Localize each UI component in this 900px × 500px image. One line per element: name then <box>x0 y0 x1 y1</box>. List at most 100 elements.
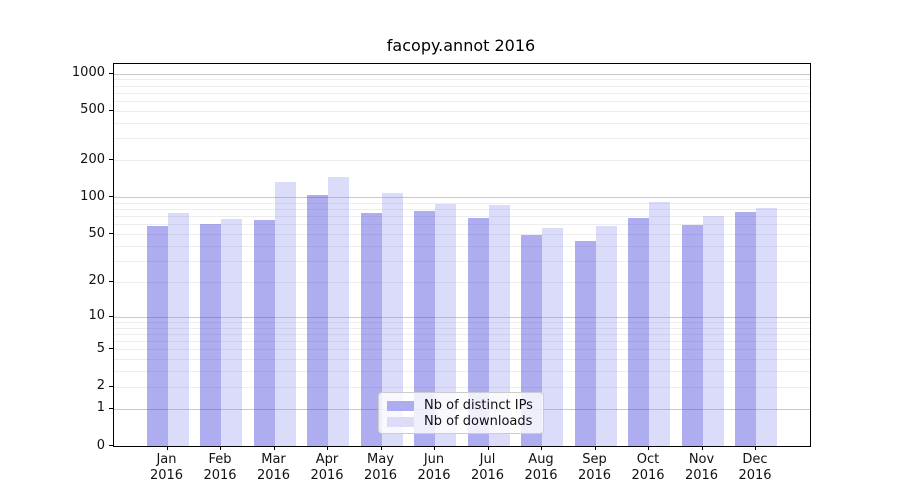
y-axis-tick <box>109 196 113 198</box>
legend-item: Nb of distinct IPs <box>387 398 535 413</box>
bar-distinct-ips <box>628 217 649 446</box>
x-axis-tick <box>648 446 649 450</box>
y-axis-tick <box>109 159 113 161</box>
minor-gridline <box>114 371 810 373</box>
month-label: Apr <box>315 452 339 467</box>
bar-distinct-ips <box>467 217 489 446</box>
year-label: 2016 <box>256 468 291 483</box>
y-axis-tick-label: 0 <box>96 437 105 453</box>
x-axis-tick <box>327 446 328 450</box>
minor-gridline <box>114 224 810 226</box>
minor-gridline <box>114 281 810 283</box>
minor-gridline <box>114 321 810 323</box>
major-gridline <box>114 197 810 199</box>
bar-distinct-ips <box>414 211 435 446</box>
minor-gridline <box>114 138 810 140</box>
x-axis-tick <box>701 446 703 450</box>
legend-item: Nb of downloads <box>387 414 535 429</box>
bar-downloads <box>756 207 777 446</box>
x-axis-tick-label: May 2016 <box>354 452 408 484</box>
bar-distinct-ips <box>574 240 596 446</box>
minor-gridline <box>114 92 810 94</box>
x-axis-tick-label: Nov 2016 <box>675 452 729 484</box>
month-label: Dec <box>742 452 768 467</box>
legend-label: Nb of distinct IPs <box>424 398 533 413</box>
x-axis-tick <box>273 446 275 450</box>
year-label: 2016 <box>363 468 398 483</box>
x-axis-tick <box>166 446 168 450</box>
month-label: May <box>367 452 394 467</box>
month-label: Aug <box>528 452 554 467</box>
bar-downloads <box>274 181 296 446</box>
chart-title: facopy.annot 2016 <box>386 36 536 55</box>
year-label: 2016 <box>738 468 772 483</box>
month-label: Oct <box>636 452 660 467</box>
year-label: 2016 <box>203 468 237 483</box>
bar-distinct-ips <box>146 226 168 446</box>
x-axis-tick-label: Jan 2016 <box>140 452 194 484</box>
minor-gridline <box>114 234 810 235</box>
bar-downloads <box>167 212 189 446</box>
bar-downloads <box>542 228 563 446</box>
y-axis-tick <box>109 315 113 317</box>
month-label: Jul <box>479 452 496 467</box>
bar-downloads <box>702 216 724 446</box>
x-axis-tick-label: Mar 2016 <box>247 452 301 484</box>
y-axis-tick-label: 1000 <box>71 65 105 80</box>
bar-downloads <box>221 219 242 446</box>
minor-gridline <box>114 245 810 247</box>
month-label: Feb <box>208 452 232 467</box>
minor-gridline <box>114 202 810 204</box>
year-label: 2016 <box>149 468 184 483</box>
y-axis-tick-label: 200 <box>80 151 105 167</box>
legend-swatch <box>387 416 414 427</box>
y-axis-tick-label: 20 <box>88 273 105 289</box>
minor-gridline <box>114 101 810 102</box>
bar-distinct-ips <box>253 220 275 446</box>
bar-distinct-ips <box>735 211 756 446</box>
minor-gridline <box>114 160 810 162</box>
bar-distinct-ips <box>200 224 221 446</box>
x-axis-tick-label: Jun 2016 <box>407 452 461 484</box>
x-axis-tick-label: Jul 2016 <box>461 452 515 484</box>
y-axis-tick-label: 1 <box>96 400 105 416</box>
y-axis-tick <box>109 280 113 282</box>
legend-label: Nb of downloads <box>424 414 533 429</box>
y-axis-tick-label: 2 <box>96 378 105 394</box>
minor-gridline <box>114 216 810 218</box>
y-axis-tick <box>109 385 113 387</box>
bar-downloads <box>649 201 670 446</box>
y-axis-tick <box>109 348 113 350</box>
x-axis-tick <box>380 446 382 450</box>
year-label: 2016 <box>577 468 612 483</box>
year-label: 2016 <box>684 468 719 483</box>
y-axis-tick <box>109 445 113 446</box>
y-axis-tick <box>109 109 113 111</box>
bar-downloads <box>435 204 456 446</box>
y-axis-tick <box>109 72 113 74</box>
y-axis-tick <box>109 233 113 234</box>
bar-downloads <box>595 226 617 446</box>
y-axis-tick-label: 5 <box>96 340 105 356</box>
minor-gridline <box>114 122 810 124</box>
bar-downloads <box>381 192 403 446</box>
minor-gridline <box>114 386 810 388</box>
minor-gridline <box>114 341 810 343</box>
minor-gridline <box>114 349 810 351</box>
x-axis-tick <box>594 446 596 450</box>
minor-gridline <box>114 110 810 112</box>
x-axis-tick <box>541 446 542 450</box>
month-label: Jun <box>423 452 445 467</box>
x-axis-tick-label: Feb 2016 <box>193 452 247 484</box>
minor-gridline <box>114 85 810 87</box>
month-label: Mar <box>261 452 286 467</box>
month-label: Sep <box>582 452 607 467</box>
minor-gridline <box>114 209 810 211</box>
bar-downloads <box>488 205 510 446</box>
major-gridline <box>114 73 810 75</box>
legend-swatch <box>387 400 414 411</box>
year-label: 2016 <box>524 468 558 483</box>
major-gridline <box>114 316 810 318</box>
x-axis-tick-label: Apr 2016 <box>300 452 354 484</box>
